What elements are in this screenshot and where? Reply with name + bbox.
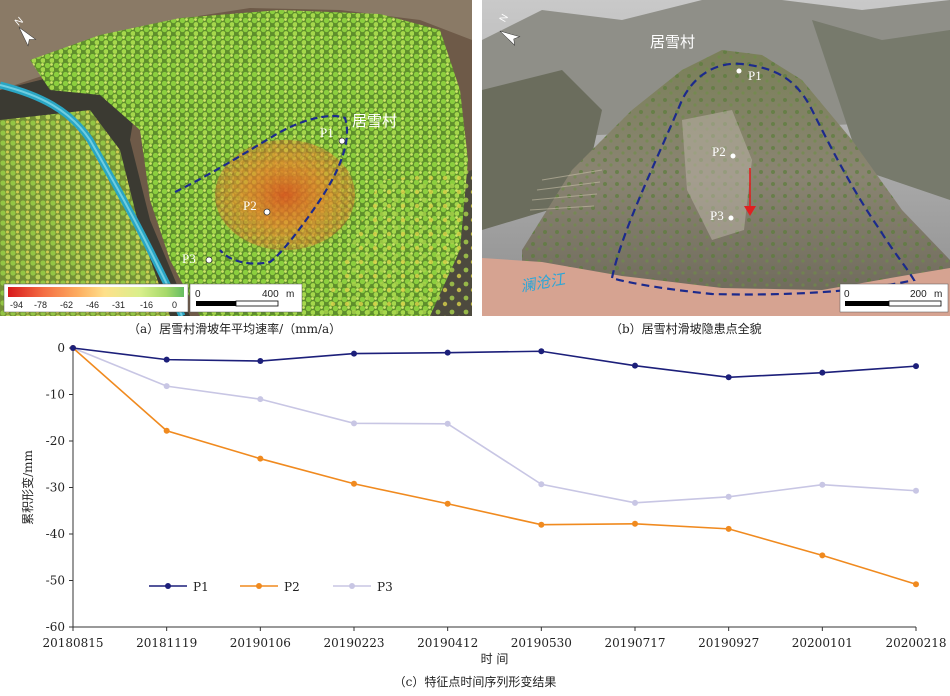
y-axis-label: 累积形变/mm — [20, 449, 35, 524]
point-p2-marker — [730, 153, 736, 159]
velocity-map-image: P1 P2 P3 居雪村 N -94 -78 -62 -46 -31 -16 0… — [0, 0, 472, 316]
legend-marker-p1 — [165, 583, 171, 589]
y-tick-label: -40 — [46, 527, 65, 541]
series-line-p1 — [72, 347, 917, 379]
colorbar-tick-label: -94 — [10, 300, 23, 310]
series-line-p3 — [72, 347, 917, 504]
x-tick-label: 20190412 — [417, 636, 478, 650]
point-p3-label: P3 — [182, 251, 196, 266]
y-tick-label: 0 — [57, 341, 65, 355]
x-tick-label: 20190223 — [323, 636, 384, 650]
x-tick-label: 20190530 — [511, 636, 572, 650]
scale-zero-label: 0 — [844, 289, 850, 300]
data-point-p2 — [632, 520, 638, 527]
data-point-p1 — [444, 349, 451, 356]
deformation-chart: 0 -10 -20 -30 -40 -50 -60 20180815 20181119 20190… — [20, 341, 947, 689]
y-tick-label: -30 — [46, 481, 65, 495]
colorbar-tick-label: 0 — [172, 300, 177, 310]
north-label: N — [498, 12, 511, 24]
point-p2-marker — [263, 208, 271, 216]
landslide-photo-panel: P1 P2 P3 居雪村 澜沧江 N 0 200 m — [482, 0, 950, 316]
legend-label-p2: P2 — [284, 580, 300, 594]
point-p2-label: P2 — [243, 198, 257, 213]
x-tick-label: 20181119 — [136, 636, 197, 650]
north-arrow-icon — [499, 30, 521, 47]
x-tick-label: 20190106 — [230, 636, 291, 650]
data-point-p2 — [163, 427, 170, 434]
data-point-p3 — [444, 420, 451, 427]
landslide-photo-image: P1 P2 P3 居雪村 澜沧江 N 0 200 m — [482, 0, 950, 316]
data-point-p1 — [632, 362, 638, 369]
colorbar-tick-label: -31 — [112, 300, 125, 310]
data-point-p1 — [538, 348, 545, 355]
data-point-p1 — [351, 350, 357, 357]
x-tick-label: 20200218 — [885, 636, 946, 650]
colorbar-tick-label: -78 — [34, 300, 47, 310]
point-p3-marker — [728, 215, 734, 221]
point-p1-label: P1 — [320, 125, 334, 140]
x-tick-label: 20190927 — [698, 636, 759, 650]
scale-zero-label: 0 — [195, 289, 201, 300]
legend-label-p1: P1 — [193, 580, 209, 594]
colorbar-tick-label: -62 — [60, 300, 73, 310]
scale-unit-label: m — [934, 289, 942, 300]
scale-unit-label: m — [286, 289, 294, 300]
scale-value-label: 200 — [910, 289, 927, 300]
village-label: 居雪村 — [650, 33, 695, 51]
point-p3-marker — [205, 256, 213, 264]
data-point-p2 — [444, 500, 451, 507]
series-line-p2 — [72, 347, 917, 585]
data-point-p3 — [351, 420, 357, 427]
legend-marker-p3 — [349, 583, 355, 589]
caption-c: （c）特征点时间序列形变结果 — [394, 674, 557, 689]
x-axis-label: 时 间 — [481, 652, 509, 666]
point-p2-label: P2 — [712, 144, 726, 159]
data-point-p2 — [725, 525, 732, 532]
point-p3-label: P3 — [710, 208, 724, 223]
data-point-p3 — [725, 493, 732, 500]
x-tick-label: 20200101 — [792, 636, 853, 650]
data-point-p1 — [163, 356, 170, 363]
movement-arrow-icon — [744, 168, 756, 216]
point-p1-label: P1 — [748, 68, 762, 83]
point-p1-marker — [338, 137, 346, 145]
north-arrow-icon — [18, 27, 37, 47]
velocity-colorbar: -94 -78 -62 -46 -31 -16 0 — [3, 283, 189, 313]
colorbar-tick-label: -46 — [86, 300, 99, 310]
data-point-p3 — [538, 481, 545, 488]
x-tick-label: 20190717 — [604, 636, 665, 650]
legend-marker-p2 — [256, 583, 262, 589]
data-point-p2 — [913, 581, 919, 588]
data-point-p1 — [819, 369, 826, 376]
caption-a: （a）居雪村滑坡年平均速率/（mm/a） — [128, 322, 342, 336]
y-tick-label: -60 — [46, 620, 65, 634]
y-tick-label: -10 — [46, 388, 65, 402]
scale-bar-a: 0 400 m — [189, 283, 303, 313]
data-point-p1 — [725, 374, 732, 381]
caption-b: （b）居雪村滑坡隐患点全貌 — [610, 322, 762, 336]
data-point-p3 — [163, 383, 170, 390]
data-point-p1 — [257, 358, 264, 365]
data-point-p3 — [913, 487, 919, 494]
scale-bar-b: 0 200 m — [839, 283, 949, 313]
data-point-p2 — [538, 521, 545, 528]
data-point-p3 — [632, 499, 638, 506]
colorbar-tick-label: -16 — [140, 300, 153, 310]
scale-value-label: 400 — [262, 289, 279, 300]
data-point-p2 — [257, 455, 264, 462]
x-tick-label: 20180815 — [42, 636, 103, 650]
velocity-map-panel: P1 P2 P3 居雪村 N -94 -78 -62 -46 -31 -16 0… — [0, 0, 472, 316]
data-point-p3 — [257, 396, 264, 403]
data-point-p3 — [819, 481, 826, 488]
point-p1-marker — [736, 68, 742, 74]
data-point-p1 — [913, 363, 919, 370]
data-point-p2 — [819, 552, 826, 559]
y-tick-label: -50 — [46, 574, 65, 588]
data-point-p1 — [70, 345, 76, 351]
village-label: 居雪村 — [352, 112, 397, 130]
data-point-p2 — [351, 480, 357, 487]
legend-label-p3: P3 — [377, 580, 393, 594]
y-tick-label: -20 — [46, 434, 65, 448]
